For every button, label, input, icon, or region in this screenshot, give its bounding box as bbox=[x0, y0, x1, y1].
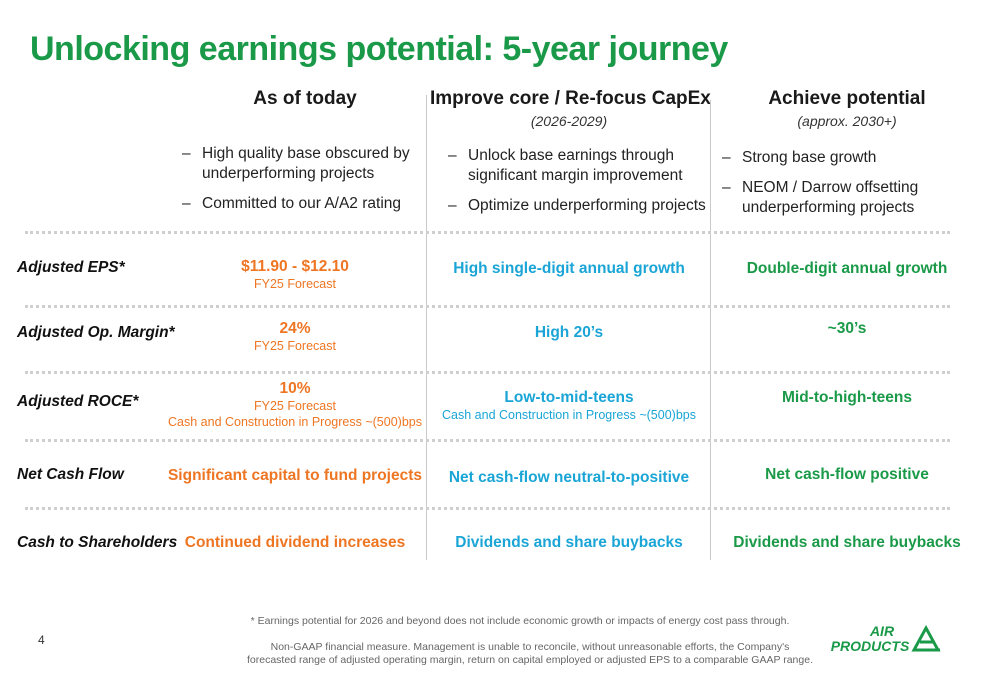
cell-note: FY25 Forecast bbox=[254, 277, 336, 291]
bullet-item: Optimize underperforming projects bbox=[448, 196, 708, 216]
bullets-improve: Unlock base earnings through significant… bbox=[448, 146, 708, 226]
cell-note: FY25 Forecast bbox=[254, 339, 336, 353]
column-divider bbox=[426, 95, 427, 560]
cell-margin-improve: High 20’s bbox=[534, 324, 604, 341]
bullet-item: Unlock base earnings through significant… bbox=[448, 146, 708, 186]
column-heading-achieve: Achieve potential bbox=[768, 88, 926, 109]
bullet-item: NEOM / Darrow offsetting underperforming… bbox=[722, 178, 937, 218]
bullet-item: Strong base growth bbox=[722, 148, 937, 168]
row-label-net-cash-flow: Net Cash Flow bbox=[17, 466, 124, 483]
cell-value: 10% bbox=[279, 380, 311, 397]
bullet-item: High quality base obscured by underperfo… bbox=[182, 144, 417, 184]
logo-text-line1: AIR bbox=[869, 623, 895, 639]
cell-note: Cash and Construction in Progress ~(500)… bbox=[168, 415, 422, 429]
logo-triangle-icon bbox=[911, 624, 941, 652]
cell-note: FY25 Forecast bbox=[254, 399, 336, 413]
row-divider bbox=[25, 231, 950, 234]
cell-value: Low-to-mid-teens bbox=[504, 389, 634, 406]
air-products-logo: AIR PRODUCTS bbox=[828, 622, 943, 658]
bullets-achieve: Strong base growth NEOM / Darrow offsett… bbox=[722, 148, 937, 228]
cell-ncf-improve: Net cash-flow neutral-to-positive bbox=[448, 469, 690, 486]
row-label-roce: Adjusted ROCE* bbox=[17, 393, 139, 410]
cell-ncf-achieve: Net cash-flow positive bbox=[765, 466, 929, 483]
cell-value: $11.90 - $12.10 bbox=[241, 258, 349, 275]
cell-note: Cash and Construction in Progress ~(500)… bbox=[442, 408, 696, 422]
cell-margin-today: 24% FY25 Forecast bbox=[160, 320, 430, 354]
row-divider bbox=[25, 371, 950, 374]
logo-text-line2: PRODUCTS bbox=[831, 638, 910, 654]
bullets-today: High quality base obscured by underperfo… bbox=[182, 144, 417, 224]
column-heading-improve: Improve core / Re-focus CapEx bbox=[430, 88, 711, 109]
bullet-item: Committed to our A/A2 rating bbox=[182, 194, 417, 214]
cell-roce-achieve: Mid-to-high-teens bbox=[781, 389, 912, 406]
row-label-cash-to-shareholders: Cash to Shareholders bbox=[17, 534, 178, 551]
cell-ncf-today: Significant capital to fund projects bbox=[167, 467, 423, 484]
cell-roce-improve: Low-to-mid-teens Cash and Construction i… bbox=[430, 389, 708, 423]
row-divider bbox=[25, 439, 950, 442]
row-divider bbox=[25, 507, 950, 510]
cell-cts-achieve: Dividends and share buybacks bbox=[733, 534, 961, 551]
non-gaap-disclaimer: Non-GAAP financial measure. Management i… bbox=[247, 641, 813, 666]
row-label-op-margin: Adjusted Op. Margin* bbox=[17, 324, 175, 341]
column-subheading-achieve: (approx. 2030+) bbox=[797, 113, 897, 129]
column-subheading-improve: (2026-2029) bbox=[530, 113, 608, 129]
cell-eps-achieve: Double-digit annual growth bbox=[746, 260, 948, 277]
column-heading-today: As of today bbox=[253, 88, 357, 109]
cell-cts-improve: Dividends and share buybacks bbox=[455, 534, 683, 551]
cell-value: 24% bbox=[279, 320, 311, 337]
row-label-eps: Adjusted EPS* bbox=[17, 259, 125, 276]
row-divider bbox=[25, 305, 950, 308]
page-number: 4 bbox=[38, 633, 45, 647]
air-products-logo-mark: AIR PRODUCTS bbox=[831, 623, 941, 654]
cell-eps-today: $11.90 - $12.10 FY25 Forecast bbox=[160, 258, 430, 292]
cell-eps-improve: High single-digit annual growth bbox=[453, 260, 685, 277]
cell-cts-today: Continued dividend increases bbox=[184, 534, 406, 551]
cell-margin-achieve: ~30’s bbox=[827, 320, 867, 337]
page-title: Unlocking earnings potential: 5-year jou… bbox=[30, 30, 728, 68]
column-divider bbox=[710, 100, 711, 560]
footnote: * Earnings potential for 2026 and beyond… bbox=[250, 615, 790, 627]
cell-roce-today: 10% FY25 Forecast Cash and Construction … bbox=[160, 380, 430, 430]
